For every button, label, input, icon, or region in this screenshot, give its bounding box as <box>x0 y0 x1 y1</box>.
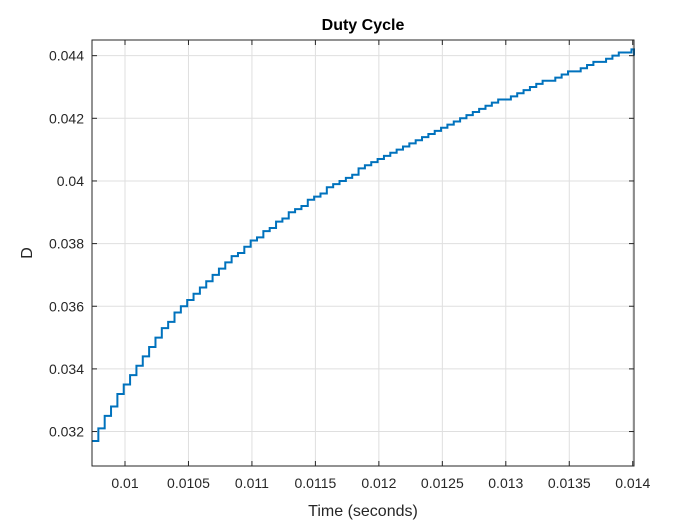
x-tick-label: 0.0135 <box>548 475 591 491</box>
axes-box <box>91 39 635 467</box>
y-tick-label: 0.04 <box>57 173 84 189</box>
tick-marks <box>92 40 634 466</box>
y-tick-label: 0.044 <box>49 48 84 64</box>
x-tick-label: 0.012 <box>361 475 396 491</box>
y-tick-label: 0.032 <box>49 424 84 440</box>
grid-lines <box>92 40 634 466</box>
x-axis-label: Time (seconds) <box>308 503 418 520</box>
x-tick-label: 0.01 <box>111 475 138 491</box>
duty-cycle-series-line <box>92 48 635 442</box>
y-tick-labels: 0.032 0.034 0.036 0.038 0.04 0.042 0.044 <box>49 48 84 440</box>
y-tick-label: 0.042 <box>49 110 84 126</box>
series-layer <box>92 48 635 442</box>
x-tick-label: 0.013 <box>488 475 523 491</box>
y-axis-label: D <box>19 247 36 259</box>
plot-area <box>92 40 634 466</box>
x-tick-label: 0.0125 <box>421 475 464 491</box>
chart-title: Duty Cycle <box>322 17 405 34</box>
x-tick-label: 0.0105 <box>167 475 210 491</box>
x-tick-label: 0.0115 <box>295 475 337 491</box>
y-tick-label: 0.038 <box>49 236 84 252</box>
y-tick-label: 0.034 <box>49 361 84 377</box>
x-tick-labels: 0.01 0.0105 0.011 0.0115 0.012 0.0125 0.013 0.0… <box>111 475 650 491</box>
x-tick-label: 0.014 <box>615 475 650 491</box>
y-tick-label: 0.036 <box>49 298 84 314</box>
x-tick-label: 0.011 <box>235 475 269 491</box>
